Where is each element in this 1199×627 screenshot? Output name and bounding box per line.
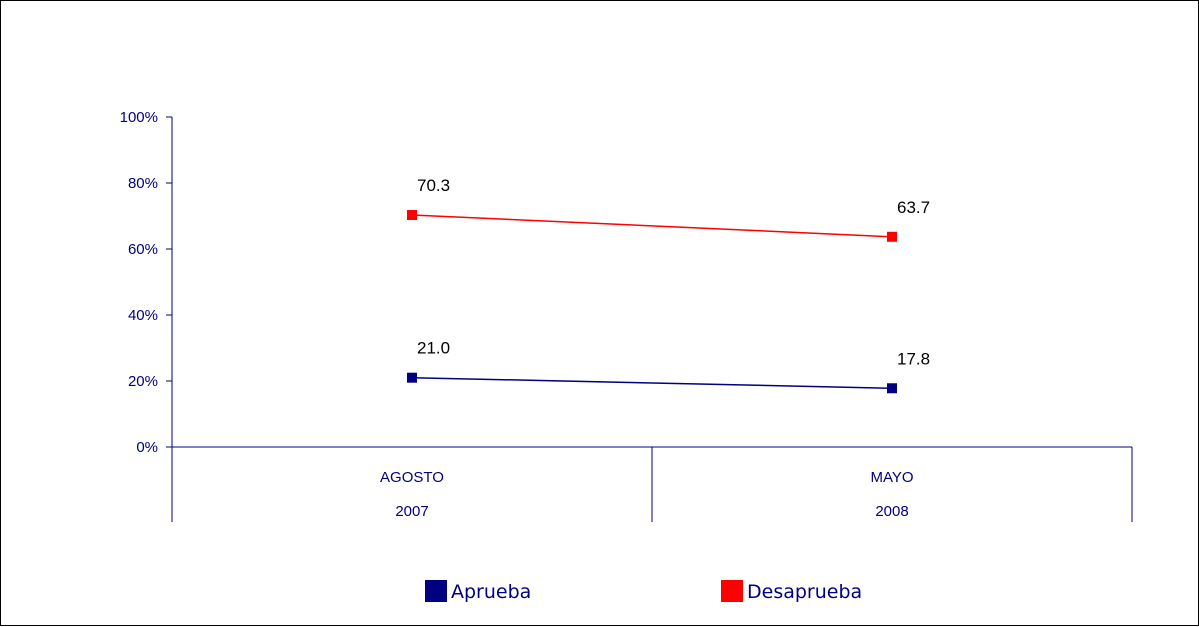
x-category-sublabel: 2007 [395,503,428,520]
data-labels: 21.0 17.8 70.3 63.7 [417,176,930,368]
x-axis-categories: AGOSTO 2007 MAYO 2008 [380,469,913,520]
data-point-desaprueba [407,210,417,221]
legend-swatch-desaprueba [721,580,743,602]
data-label-desaprueba: 63.7 [897,198,930,217]
legend: Aprueba Desaprueba [425,580,862,603]
y-tick-label: 0% [136,439,158,456]
series-markers [407,210,897,394]
data-point-desaprueba [887,231,897,242]
axes [171,117,1133,522]
legend-label-desaprueba: Desaprueba [747,581,862,603]
y-tick-label: 20% [128,373,158,390]
y-tick-label: 60% [128,241,158,258]
x-category-label: AGOSTO [380,469,444,486]
data-label-desaprueba: 70.3 [417,176,450,195]
y-tick-label: 80% [128,175,158,192]
legend-swatch-aprueba [425,580,447,602]
data-label-aprueba: 21.0 [417,339,450,358]
data-label-aprueba: 17.8 [897,349,930,368]
series-line-desaprueba [411,214,893,238]
data-point-aprueba [407,372,417,383]
x-category-label: MAYO [870,469,913,486]
series-lines [411,214,893,390]
y-axis-ticks: 0% 20% 40% 60% 80% 100% [120,109,172,456]
x-category-sublabel: 2008 [875,503,908,520]
y-tick-label: 40% [128,307,158,324]
series-line-aprueba [411,376,893,390]
legend-label-aprueba: Aprueba [451,581,531,603]
y-tick-label: 100% [120,109,158,126]
data-point-aprueba [887,383,897,394]
